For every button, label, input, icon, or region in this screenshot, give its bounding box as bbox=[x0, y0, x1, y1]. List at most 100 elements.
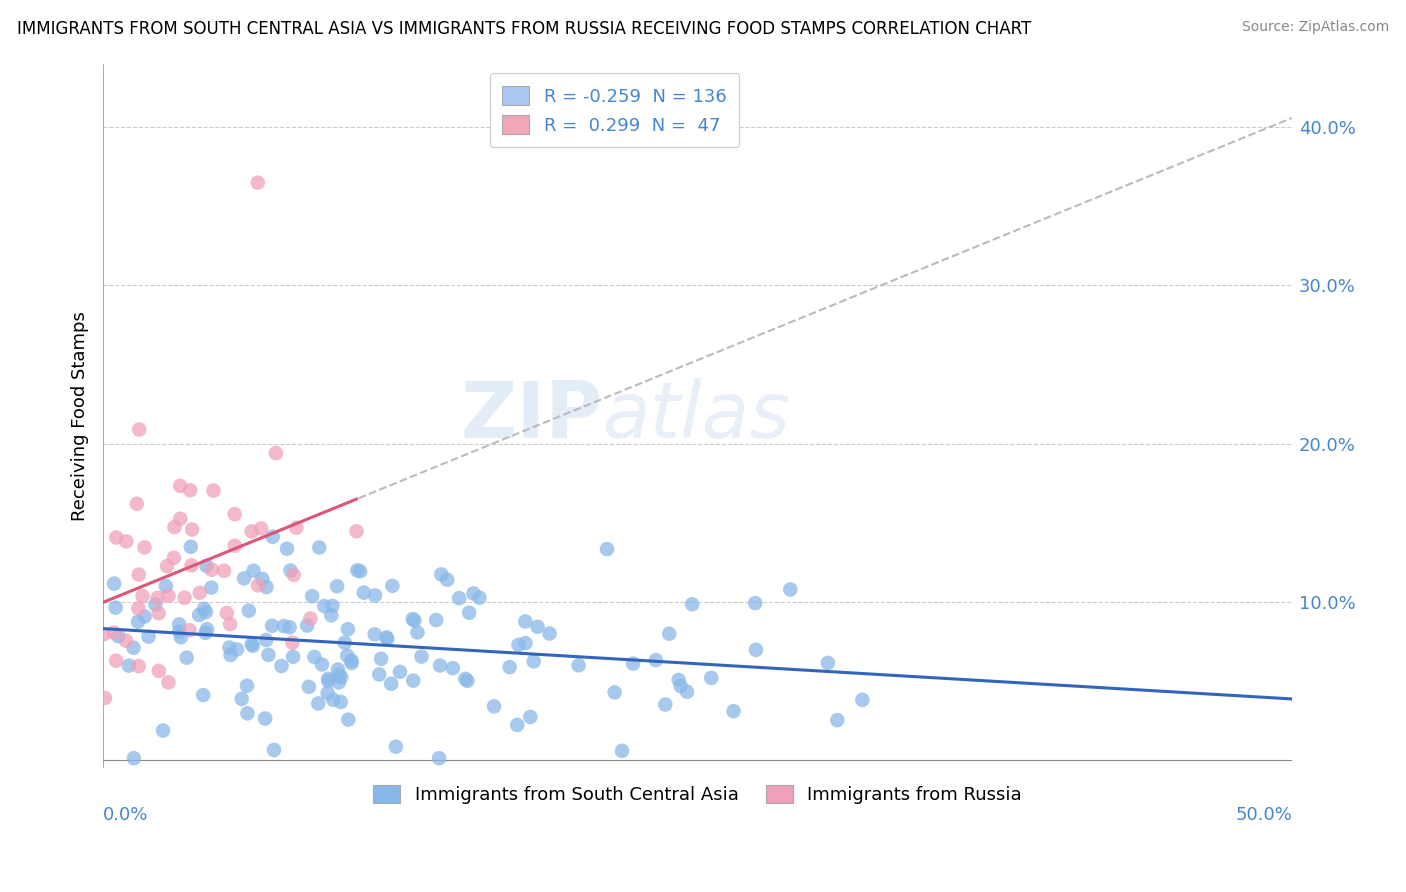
Point bbox=[195, 622, 218, 636]
Point bbox=[236, 679, 259, 693]
Point bbox=[353, 585, 375, 599]
Point bbox=[723, 704, 745, 718]
Point bbox=[299, 611, 322, 625]
Point bbox=[233, 571, 256, 585]
Point bbox=[318, 672, 340, 686]
Point bbox=[779, 582, 801, 597]
Point bbox=[330, 670, 353, 684]
Point bbox=[307, 697, 329, 711]
Point bbox=[236, 706, 259, 721]
Point bbox=[148, 664, 170, 678]
Point bbox=[181, 523, 204, 537]
Point bbox=[316, 673, 339, 688]
Point bbox=[311, 657, 333, 672]
Point bbox=[219, 648, 242, 662]
Point bbox=[264, 446, 287, 460]
Point bbox=[441, 661, 464, 675]
Point bbox=[246, 176, 269, 190]
Point bbox=[201, 563, 224, 577]
Point bbox=[103, 625, 125, 640]
Point bbox=[498, 660, 520, 674]
Point bbox=[658, 626, 681, 640]
Point bbox=[375, 632, 398, 646]
Point bbox=[104, 600, 127, 615]
Point bbox=[218, 640, 240, 655]
Point bbox=[263, 743, 285, 757]
Point bbox=[346, 563, 368, 577]
Point bbox=[349, 564, 371, 578]
Point bbox=[388, 665, 411, 679]
Point bbox=[301, 589, 323, 603]
Point bbox=[157, 675, 180, 690]
Point bbox=[523, 655, 546, 669]
Point bbox=[176, 650, 198, 665]
Point bbox=[273, 619, 295, 633]
Point bbox=[346, 524, 368, 539]
Point bbox=[429, 658, 451, 673]
Text: atlas: atlas bbox=[602, 378, 790, 454]
Point bbox=[270, 659, 292, 673]
Point bbox=[94, 691, 117, 706]
Point bbox=[827, 713, 849, 727]
Point bbox=[212, 564, 235, 578]
Point bbox=[402, 673, 425, 688]
Point bbox=[340, 656, 363, 670]
Point bbox=[700, 671, 723, 685]
Point bbox=[128, 567, 150, 582]
Point bbox=[519, 710, 541, 724]
Point bbox=[240, 524, 263, 539]
Point bbox=[654, 698, 676, 712]
Point bbox=[375, 630, 398, 644]
Point bbox=[411, 649, 433, 664]
Point bbox=[515, 615, 537, 629]
Point bbox=[285, 521, 308, 535]
Point bbox=[340, 653, 363, 667]
Point bbox=[173, 591, 195, 605]
Point bbox=[745, 643, 768, 657]
Point bbox=[180, 540, 202, 554]
Point bbox=[676, 684, 699, 698]
Point bbox=[603, 685, 626, 699]
Point bbox=[280, 564, 302, 578]
Point bbox=[157, 589, 180, 603]
Point bbox=[115, 534, 138, 549]
Point bbox=[254, 633, 277, 648]
Point bbox=[103, 576, 125, 591]
Point bbox=[156, 559, 179, 574]
Point bbox=[163, 550, 186, 565]
Point bbox=[254, 712, 277, 726]
Point bbox=[138, 630, 160, 644]
Legend: Immigrants from South Central Asia, Immigrants from Russia: Immigrants from South Central Asia, Immi… bbox=[366, 778, 1029, 812]
Point bbox=[322, 692, 344, 706]
Point bbox=[304, 649, 326, 664]
Point bbox=[538, 626, 561, 640]
Point bbox=[449, 591, 471, 606]
Point bbox=[380, 676, 402, 690]
Point bbox=[193, 601, 215, 615]
Point bbox=[385, 739, 408, 754]
Point bbox=[127, 601, 149, 615]
Point bbox=[250, 521, 273, 535]
Point bbox=[224, 539, 246, 553]
Point bbox=[328, 668, 350, 682]
Point bbox=[402, 612, 425, 626]
Point bbox=[127, 615, 149, 629]
Point bbox=[283, 568, 305, 582]
Point bbox=[105, 531, 128, 545]
Point bbox=[145, 598, 167, 612]
Point bbox=[242, 639, 264, 653]
Point bbox=[134, 609, 156, 624]
Point bbox=[118, 658, 141, 673]
Point bbox=[155, 579, 177, 593]
Point bbox=[281, 635, 304, 649]
Point bbox=[328, 675, 350, 690]
Text: IMMIGRANTS FROM SOUTH CENTRAL ASIA VS IMMIGRANTS FROM RUSSIA RECEIVING FOOD STAM: IMMIGRANTS FROM SOUTH CENTRAL ASIA VS IM… bbox=[17, 20, 1031, 37]
Point bbox=[321, 608, 343, 623]
Point bbox=[851, 693, 873, 707]
Point bbox=[506, 718, 529, 732]
Y-axis label: Receiving Food Stamps: Receiving Food Stamps bbox=[72, 311, 89, 521]
Point bbox=[115, 633, 138, 648]
Point bbox=[238, 604, 260, 618]
Point bbox=[363, 627, 385, 641]
Point bbox=[215, 606, 238, 620]
